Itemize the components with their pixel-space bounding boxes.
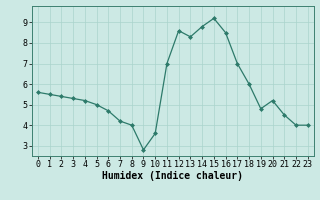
X-axis label: Humidex (Indice chaleur): Humidex (Indice chaleur) (102, 171, 243, 181)
